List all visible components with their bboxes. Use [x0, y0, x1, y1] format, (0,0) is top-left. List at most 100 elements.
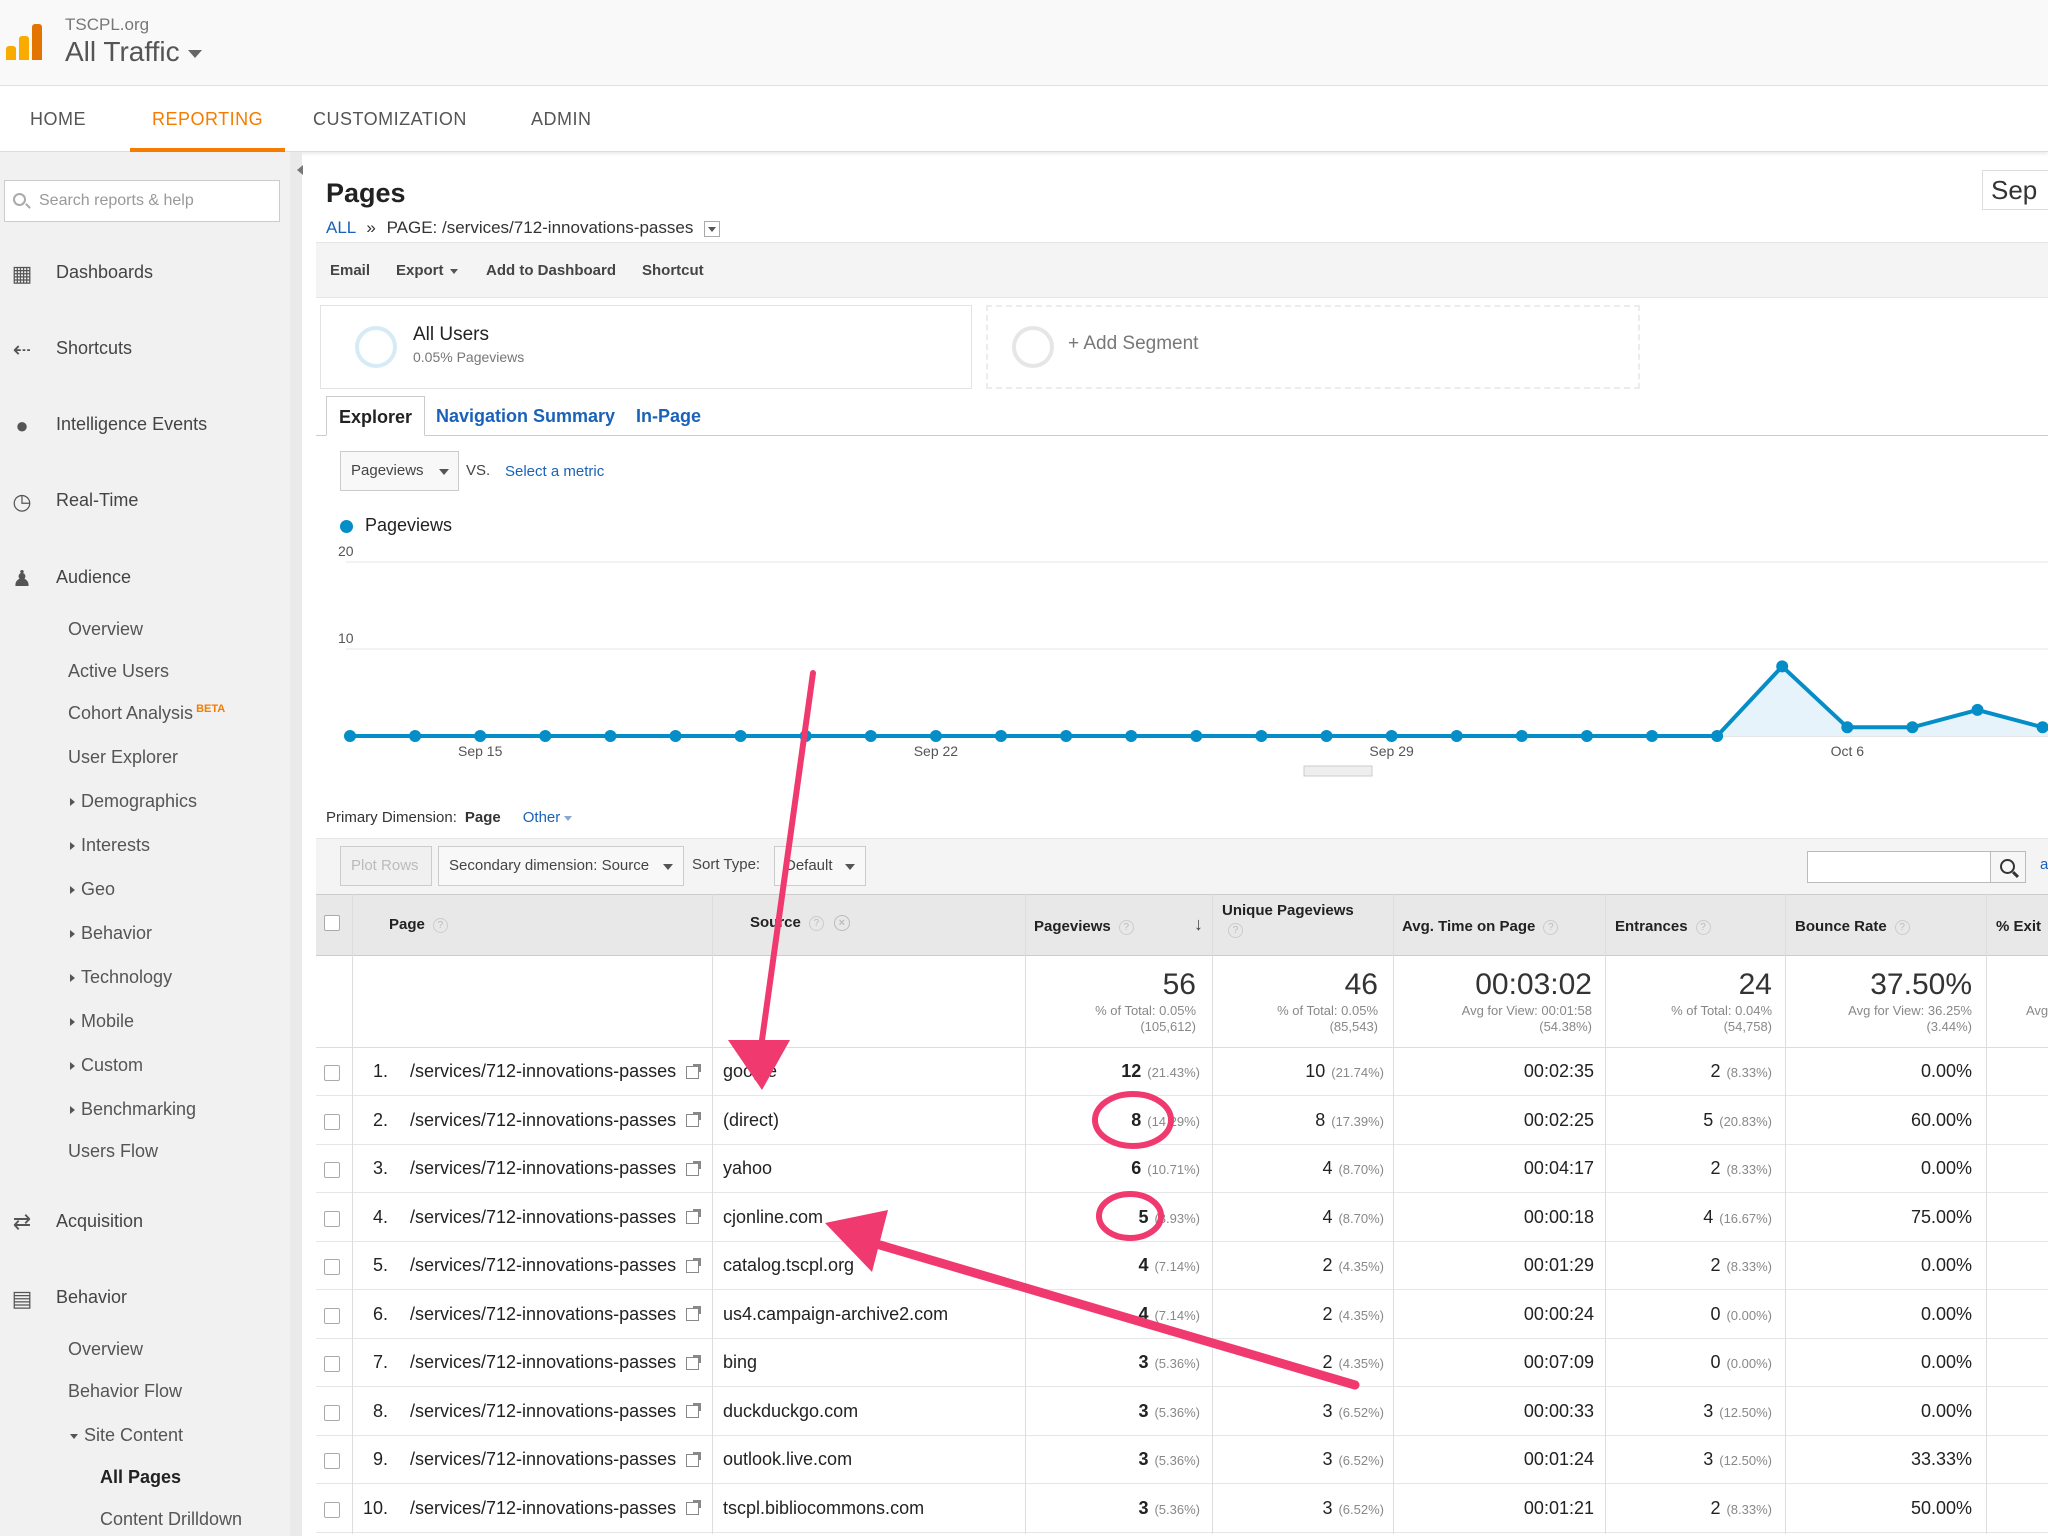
data-point[interactable] [1646, 730, 1658, 742]
data-point[interactable] [1841, 721, 1854, 734]
source-cell[interactable]: google [723, 1061, 778, 1081]
column-header-entrances[interactable]: Entrances? [1615, 918, 1711, 935]
data-point[interactable] [1385, 730, 1398, 742]
sidebar-item-dashboards[interactable]: Dashboards [56, 262, 154, 282]
search-input[interactable]: Search reports & help [4, 180, 280, 222]
tab-navigation-summary[interactable]: Navigation Summary [436, 406, 616, 426]
select-all-checkbox[interactable] [324, 915, 340, 931]
help-icon[interactable]: ? [1543, 919, 1559, 935]
sidebar-item-active-users[interactable]: Active Users [68, 661, 170, 681]
source-cell[interactable]: duckduckgo.com [723, 1400, 859, 1421]
sort-type-select[interactable]: Default [774, 846, 866, 886]
sidebar-item-behavior[interactable]: Behavior [56, 1287, 128, 1307]
external-link-icon[interactable] [686, 1063, 702, 1079]
sidebar-item-behavior-flow[interactable]: Behavior Flow [68, 1381, 183, 1401]
help-icon[interactable]: ? [432, 917, 448, 933]
breadcrumb-dropdown-icon[interactable] [704, 220, 721, 237]
data-point[interactable] [1711, 730, 1724, 742]
sort-descending-icon[interactable]: ↓ [1194, 914, 1203, 934]
add-segment[interactable]: + Add Segment [986, 305, 1640, 389]
page-link[interactable]: /services/712-innovations-passes [410, 1110, 702, 1131]
sidebar-item-benchmarking[interactable]: Benchmarking [70, 1099, 196, 1120]
plot-rows-button[interactable]: Plot Rows [340, 846, 432, 886]
sidebar-item-intelligence[interactable]: Intelligence Events [56, 414, 208, 434]
nav-customization[interactable]: CUSTOMIZATION [313, 109, 467, 129]
data-point[interactable] [1190, 730, 1203, 742]
page-link[interactable]: /services/712-innovations-passes [410, 1401, 702, 1422]
column-header-exit[interactable]: % Exit [1996, 918, 2042, 935]
data-point[interactable] [539, 730, 552, 742]
external-link-icon[interactable] [686, 1306, 702, 1322]
sidebar-item-technology[interactable]: Technology [70, 967, 172, 988]
external-link-icon[interactable] [686, 1403, 702, 1419]
page-link[interactable]: /services/712-innovations-passes [410, 1255, 702, 1276]
primary-dimension-page[interactable]: Page [464, 809, 501, 826]
sidebar-item-audience-overview[interactable]: Overview [68, 619, 144, 639]
data-point[interactable] [995, 730, 1007, 742]
sidebar-item-realtime[interactable]: Real-Time [56, 490, 139, 510]
metric-select[interactable]: Pageviews [340, 451, 459, 491]
sidebar-item-audience[interactable]: Audience [56, 567, 132, 587]
row-checkbox[interactable] [324, 1307, 340, 1324]
data-point[interactable] [409, 730, 422, 742]
source-cell[interactable]: bing [723, 1352, 758, 1372]
column-header-pageviews[interactable]: Pageviews? [1034, 918, 1134, 935]
column-header-bounce-rate[interactable]: Bounce Rate? [1795, 918, 1910, 935]
table-search-button[interactable] [1990, 851, 2026, 883]
page-link[interactable]: /services/712-innovations-passes [410, 1449, 702, 1470]
secondary-dimension-select[interactable]: Secondary dimension: Source [438, 846, 684, 886]
data-point[interactable] [1515, 730, 1528, 742]
row-checkbox[interactable] [324, 1501, 340, 1518]
row-checkbox[interactable] [324, 1065, 340, 1081]
sidebar-item-interests[interactable]: Interests [70, 835, 150, 856]
sidebar-item-mobile[interactable]: Mobile [70, 1011, 134, 1032]
data-point[interactable] [864, 730, 877, 742]
data-point[interactable] [474, 730, 487, 742]
external-link-icon[interactable] [686, 1451, 702, 1467]
column-header-source[interactable]: Source? × [750, 914, 850, 932]
data-point[interactable] [1906, 721, 1919, 734]
source-cell[interactable]: (direct) [723, 1109, 780, 1130]
other-dimension-dropdown[interactable]: Other [523, 809, 573, 826]
data-point[interactable] [1125, 730, 1138, 742]
data-point[interactable] [734, 730, 747, 742]
data-point[interactable] [1971, 703, 1984, 716]
tab-in-page[interactable]: In-Page [636, 406, 702, 426]
remove-dimension-icon[interactable]: × [833, 915, 850, 932]
column-header-avg-time[interactable]: Avg. Time on Page? [1402, 918, 1559, 935]
analytics-logo-icon[interactable] [6, 24, 44, 60]
help-icon[interactable]: ? [1228, 923, 1243, 938]
source-cell[interactable]: tscpl.bibliocommons.com [723, 1497, 925, 1518]
data-point[interactable] [1255, 730, 1268, 742]
source-cell[interactable]: us4.campaign-archive2.com [723, 1303, 949, 1324]
source-cell[interactable]: outlook.live.com [723, 1449, 853, 1469]
external-link-icon[interactable] [686, 1209, 702, 1225]
help-icon[interactable]: ? [1894, 919, 1910, 935]
column-header-unique-pageviews[interactable]: Unique Pageviews? [1222, 902, 1354, 938]
data-point[interactable] [1320, 730, 1333, 742]
sidebar-item-acquisition[interactable]: Acquisition [56, 1211, 144, 1231]
select-metric-link[interactable]: Select a metric [505, 463, 605, 480]
nav-home[interactable]: HOME [30, 109, 86, 129]
date-range-picker[interactable]: Sep [1982, 170, 2048, 210]
row-checkbox[interactable] [324, 1404, 340, 1421]
data-point[interactable] [604, 730, 617, 742]
data-point[interactable] [929, 730, 942, 742]
help-icon[interactable]: ? [1695, 919, 1711, 935]
tab-explorer[interactable]: Explorer [326, 396, 426, 436]
sidebar-item-custom[interactable]: Custom [70, 1055, 143, 1076]
sidebar-item-geo[interactable]: Geo [70, 879, 115, 900]
segment-all-users[interactable]: All Users 0.05% Pageviews [320, 305, 972, 389]
row-checkbox[interactable] [324, 1210, 340, 1227]
data-point[interactable] [2036, 721, 2048, 734]
table-search-input[interactable] [1807, 851, 1991, 883]
data-point[interactable] [344, 730, 356, 742]
page-link[interactable]: /services/712-innovations-passes [410, 1498, 702, 1519]
source-cell[interactable]: yahoo [723, 1158, 773, 1178]
external-link-icon[interactable] [686, 1354, 702, 1370]
help-icon[interactable]: ? [808, 915, 824, 931]
data-point[interactable] [1580, 730, 1593, 742]
sidebar-item-site-content[interactable]: Site Content [70, 1425, 183, 1446]
data-point[interactable] [1450, 730, 1463, 742]
sidebar-item-shortcuts[interactable]: Shortcuts [56, 338, 133, 358]
